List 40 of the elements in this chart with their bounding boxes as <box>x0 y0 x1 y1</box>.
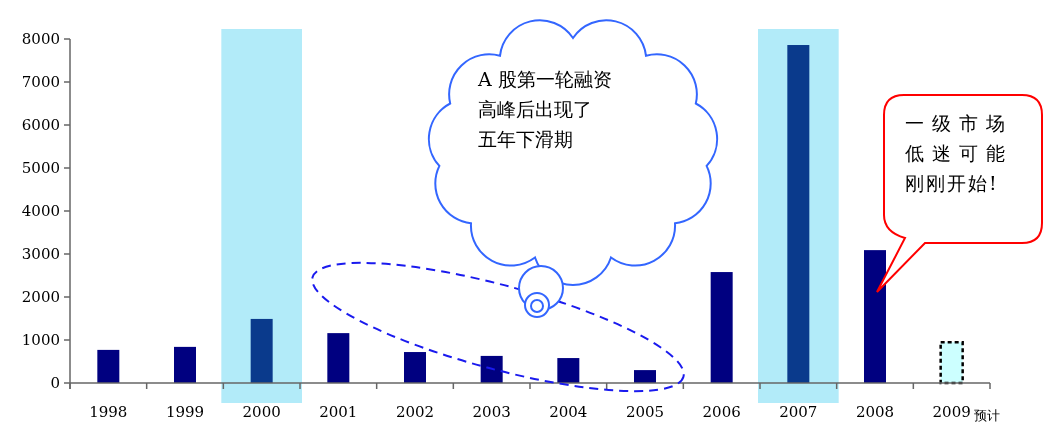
x-tick-label: 2007 <box>779 403 818 421</box>
bar <box>557 358 580 383</box>
x-tick-label: 2004 <box>549 403 588 421</box>
bar <box>710 272 733 383</box>
y-tick-label: 2000 <box>21 288 60 306</box>
annotation: 刚刚开始! <box>905 172 999 194</box>
bar <box>634 370 656 383</box>
x-tick-label: 2005 <box>625 403 665 421</box>
x-tick-label: 2002 <box>395 403 435 421</box>
bar <box>787 45 810 383</box>
annotation: 高峰后出现了 <box>478 98 592 120</box>
x-tick-label: 2000 <box>242 403 281 421</box>
y-tick-label: 6000 <box>21 116 60 134</box>
y-tick-label: 3000 <box>21 245 60 263</box>
bar <box>404 352 426 383</box>
y-tick-label: 7000 <box>21 73 60 91</box>
bar <box>864 250 886 383</box>
annotation: 五年下滑期 <box>478 128 573 150</box>
bar <box>480 355 503 383</box>
x-tick-label: 1999 <box>165 403 205 421</box>
bar <box>174 346 196 383</box>
annotation: A 股第一轮融资 <box>477 68 612 90</box>
bar <box>250 318 273 383</box>
annotation: 一级市场 <box>905 112 1013 134</box>
y-tick-label: 8000 <box>21 30 60 48</box>
y-tick-label: 0 <box>50 374 60 392</box>
x-tick-label: 2006 <box>702 403 741 421</box>
y-tick-label: 1000 <box>21 331 60 349</box>
x-tick-label: 2008 <box>855 403 895 421</box>
annotation: 预计 <box>973 408 1000 423</box>
x-tick-label: 2001 <box>319 403 358 421</box>
annotation: 低迷可能 <box>905 142 1013 164</box>
x-tick-label: 1998 <box>89 403 128 421</box>
x-tick-label: 2009 <box>932 403 971 421</box>
y-tick-label: 4000 <box>21 202 60 220</box>
y-tick-label: 5000 <box>21 159 60 177</box>
bar <box>327 333 350 383</box>
x-tick-label: 2003 <box>472 403 511 421</box>
bar <box>939 340 964 385</box>
bar <box>97 349 120 383</box>
